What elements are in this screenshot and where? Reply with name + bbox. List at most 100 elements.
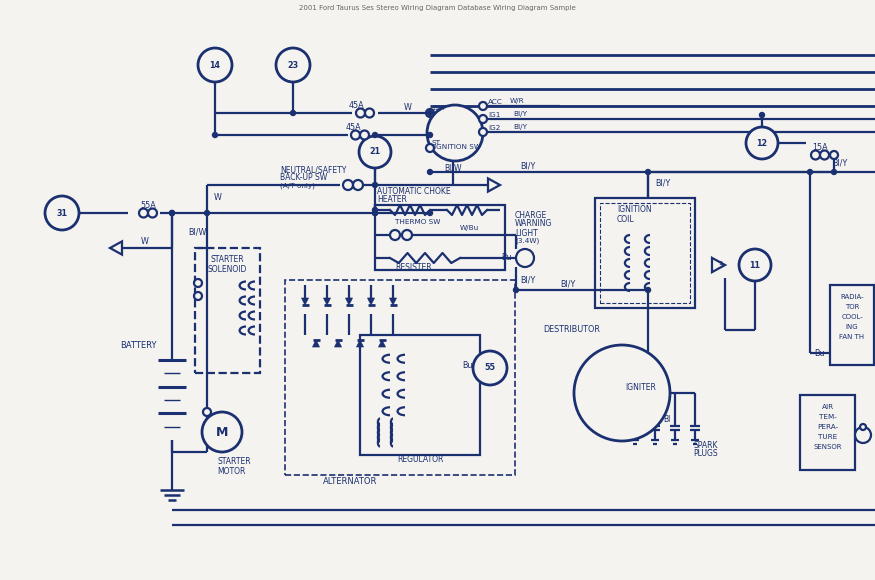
Text: BATTERY: BATTERY [120,340,157,350]
Circle shape [373,183,377,187]
Text: NEUTRAL/SAFETY: NEUTRAL/SAFETY [280,165,346,175]
Text: W: W [404,103,412,113]
Circle shape [359,136,391,168]
Circle shape [746,127,778,159]
Polygon shape [488,179,500,191]
Circle shape [148,208,157,218]
Circle shape [373,132,377,137]
Bar [800,395,855,470]
Circle shape [213,132,218,137]
Text: 12: 12 [756,139,767,147]
Circle shape [356,108,365,118]
Text: IGNITION: IGNITION [617,205,652,215]
Circle shape [426,144,434,152]
Text: BI/Y: BI/Y [832,158,848,168]
Text: FAN TH: FAN TH [839,334,864,340]
Circle shape [343,180,353,190]
Text: STARTER: STARTER [217,458,250,466]
Circle shape [428,111,432,115]
Circle shape [516,249,534,267]
Text: 55: 55 [485,364,495,372]
Circle shape [373,211,377,216]
Text: 45A: 45A [348,102,364,111]
Text: IGNITER: IGNITER [625,383,656,393]
Circle shape [428,169,432,175]
Circle shape [45,196,79,230]
Polygon shape [346,298,353,305]
Circle shape [808,169,813,175]
Text: 21: 21 [369,147,381,157]
Circle shape [373,211,377,216]
Circle shape [365,108,374,118]
Text: W/R: W/R [510,98,525,104]
Text: TURE: TURE [818,434,837,440]
Circle shape [830,151,838,159]
Text: BI/Y: BI/Y [560,280,575,288]
Circle shape [473,351,507,385]
Text: RADIA-: RADIA- [840,294,864,300]
Text: 15A: 15A [812,143,828,153]
Text: ALTERNATOR: ALTERNATOR [323,477,377,485]
Text: DESTRIBUTOR: DESTRIBUTOR [543,325,600,335]
Text: 14: 14 [209,60,220,70]
Text: 11: 11 [750,260,760,270]
Text: RESISTER: RESISTER [395,263,431,271]
Text: BI/Y: BI/Y [513,111,527,117]
Circle shape [290,111,296,115]
Text: 3: 3 [718,260,723,270]
Text: BI/Y: BI/Y [513,124,527,130]
Circle shape [351,130,360,140]
Text: WARNING: WARNING [515,219,552,229]
Text: BI/Y: BI/Y [520,276,536,285]
Bar [195,248,260,373]
Text: M: M [216,426,228,438]
Text: BI/W: BI/W [444,164,462,172]
Circle shape [427,105,483,161]
Circle shape [646,169,650,175]
Text: AUTOMATIC CHOKE: AUTOMATIC CHOKE [377,187,451,197]
Circle shape [479,128,487,136]
Text: BI/Y: BI/Y [520,161,536,171]
Text: W: W [214,194,222,202]
Text: ST: ST [432,140,441,146]
Circle shape [205,211,209,216]
Polygon shape [368,298,374,305]
Text: IG1: IG1 [488,112,500,118]
Polygon shape [712,258,725,272]
Circle shape [426,109,434,117]
Polygon shape [110,241,122,255]
Polygon shape [312,340,319,347]
Text: SOLENOID: SOLENOID [208,264,248,274]
Text: SENSOR: SENSOR [813,444,842,450]
Text: STARTER: STARTER [211,256,244,264]
Text: TOR: TOR [845,304,859,310]
Text: ING: ING [845,324,858,330]
Circle shape [198,48,232,82]
Text: BI/W: BI/W [189,227,207,237]
Text: 31: 31 [57,208,67,218]
Circle shape [276,48,310,82]
Bar [285,280,515,475]
Text: 55A: 55A [140,201,156,209]
Text: COOL-: COOL- [841,314,863,320]
Text: BACK-UP SW: BACK-UP SW [280,173,327,183]
Bar [595,198,695,308]
Circle shape [170,211,174,216]
Text: LIGHT: LIGHT [515,229,538,237]
Circle shape [831,169,836,175]
Polygon shape [389,298,396,305]
Circle shape [202,412,242,452]
Text: THERMO SW: THERMO SW [395,219,440,225]
Circle shape [514,288,519,292]
Bar [375,205,505,270]
Text: IGNITION SW: IGNITION SW [433,144,480,150]
Text: PERA-: PERA- [817,424,838,430]
Polygon shape [302,298,309,305]
Polygon shape [334,340,341,347]
Text: BAT: BAT [432,105,446,111]
Text: COIL: COIL [617,215,634,223]
Text: W/Bu: W/Bu [460,225,480,231]
Circle shape [855,427,871,443]
Bar [600,203,690,303]
Text: 45A: 45A [345,124,360,132]
